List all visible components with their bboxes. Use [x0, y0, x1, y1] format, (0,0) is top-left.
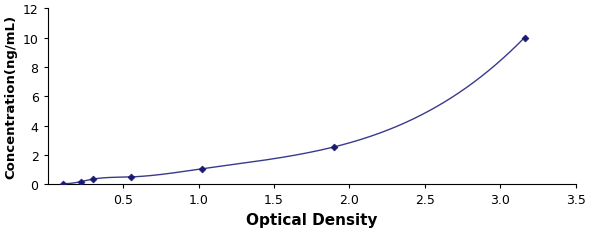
- Y-axis label: Concentration(ng/mL): Concentration(ng/mL): [4, 15, 17, 179]
- X-axis label: Optical Density: Optical Density: [246, 212, 378, 227]
